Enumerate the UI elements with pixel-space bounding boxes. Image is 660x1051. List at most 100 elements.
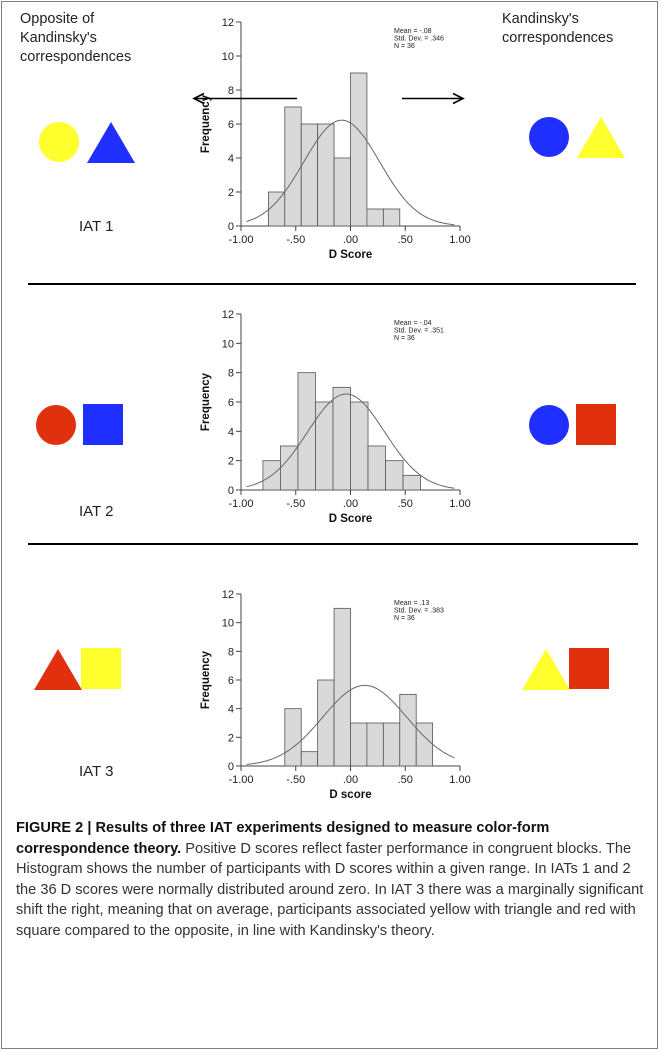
x-tick-label: -1.00 — [228, 498, 253, 510]
x-tick-label: .00 — [343, 498, 358, 510]
histogram-bar — [367, 445, 386, 491]
histogram-bar — [415, 722, 434, 767]
left-shapes-iat2 — [36, 404, 123, 445]
histogram-bar — [332, 386, 351, 491]
y-tick-label: 4 — [228, 426, 234, 438]
yellow-square — [81, 648, 121, 689]
histogram-iat3: 0 2 4 6 8 10 12 -1.00 -.50 .00 .50 1.00 D score Frequ… — [200, 589, 471, 801]
y-tick-label: 8 — [228, 646, 234, 658]
y-tick-label: 2 — [228, 732, 234, 744]
divider-2 — [28, 543, 638, 545]
right-shapes-iat2 — [529, 404, 616, 445]
y-tick-label: 12 — [222, 309, 234, 321]
y-tick-label: 4 — [228, 704, 234, 716]
x-tick-label: -.50 — [286, 234, 305, 246]
left-shapes-iat1 — [39, 122, 135, 163]
left-heading-line: correspondences — [20, 49, 132, 65]
histogram-bar — [315, 401, 334, 491]
right-shapes-iat1 — [529, 117, 625, 158]
blue-circle — [529, 405, 569, 445]
left-heading-line: Opposite of — [20, 11, 95, 27]
stats-label: Mean = .13 — [394, 600, 429, 607]
iat-1-label: IAT 1 — [79, 218, 114, 235]
yellow-triangle — [522, 649, 570, 690]
histogram-bar — [317, 123, 335, 227]
histogram-bar — [267, 191, 286, 227]
red-square — [576, 404, 616, 445]
right-heading-line: Kandinsky's — [502, 11, 579, 27]
y-tick-label: 12 — [222, 589, 234, 601]
x-tick-label: 1.00 — [449, 774, 470, 786]
yellow-triangle — [577, 117, 625, 158]
y-tick-label: 6 — [228, 675, 234, 687]
left-heading-line: Kandinsky's — [20, 30, 97, 46]
blue-square — [83, 404, 123, 445]
histogram-iat1: 0 2 4 6 8 10 12 -1.00 -.50 .00 .50 1.00 D Score Frequ… — [192, 17, 471, 261]
histogram-bar — [300, 751, 319, 767]
x-tick-label: .50 — [398, 498, 413, 510]
left-heading: Opposite of Kandinsky's correspondences — [20, 10, 131, 67]
histogram-bar — [284, 106, 302, 227]
caption-title: FIGURE 2 | Results of three IAT experime… — [16, 820, 550, 857]
y-axis-label: Frequency — [200, 650, 212, 709]
y-tick-label: 10 — [222, 618, 234, 630]
x-tick-label: .00 — [343, 774, 358, 786]
histogram-iat2: 0 2 4 6 8 10 12 -1.00 -.50 .00 .50 1.00 D Score Frequ… — [200, 309, 471, 525]
histogram-bar — [300, 123, 319, 227]
y-tick-label: 10 — [222, 338, 234, 350]
right-arrow-head — [452, 92, 465, 105]
right-heading-line: correspondences — [502, 30, 614, 46]
normal-curve — [246, 393, 455, 489]
stats-label: Mean = -.04 — [394, 320, 432, 327]
x-tick-label: .00 — [343, 234, 358, 246]
histogram-bar — [366, 208, 384, 227]
normal-curve — [246, 684, 455, 765]
y-tick-label: 8 — [228, 368, 234, 380]
normal-curve — [246, 119, 455, 226]
stats-label: Std. Dev. = .346 — [394, 36, 444, 43]
y-tick-label: 2 — [228, 456, 234, 468]
y-tick-label: 4 — [228, 153, 234, 165]
x-tick-label: -.50 — [286, 498, 305, 510]
figure-caption: FIGURE 2 | Results of three IAT experime… — [16, 818, 644, 942]
left-shapes-iat3 — [34, 648, 121, 690]
x-axis-label: D Score — [329, 513, 372, 525]
stats-label: Std. Dev. = .383 — [394, 608, 444, 615]
y-tick-label: 0 — [228, 485, 234, 497]
y-tick-label: 2 — [228, 187, 234, 199]
stats-label: N = 36 — [394, 615, 415, 622]
histogram-bar — [297, 372, 316, 491]
y-tick-label: 12 — [222, 17, 234, 29]
right-shapes-iat3 — [522, 648, 609, 690]
red-square — [569, 648, 609, 689]
x-axis-label: D score — [329, 789, 371, 801]
direction-arrows — [192, 92, 465, 105]
histogram-bar — [350, 72, 368, 227]
x-tick-label: 1.00 — [449, 234, 470, 246]
blue-triangle — [87, 122, 135, 163]
stats-label: Std. Dev. = .351 — [394, 328, 444, 335]
histogram-bar — [333, 157, 351, 227]
y-axis-label: Frequency — [200, 94, 212, 153]
yellow-circle — [39, 122, 79, 162]
histogram-bar — [382, 208, 401, 227]
histogram-bar — [350, 722, 368, 767]
stats-label: N = 36 — [394, 43, 415, 50]
caption-text: Positive D scores reflect faster perform… — [16, 840, 644, 939]
histogram-bar — [317, 679, 335, 767]
y-tick-label: 6 — [228, 119, 234, 131]
red-circle — [36, 405, 76, 445]
y-tick-label: 0 — [228, 761, 234, 773]
x-tick-label: .50 — [398, 774, 413, 786]
histogram-bar — [350, 401, 369, 491]
y-tick-label: 8 — [228, 85, 234, 97]
x-tick-label: -1.00 — [228, 774, 253, 786]
divider-1 — [28, 283, 636, 285]
left-arrow-head — [192, 92, 205, 105]
histogram-bar — [284, 708, 302, 767]
y-axis-label: Frequency — [200, 372, 212, 431]
red-triangle — [34, 649, 82, 690]
y-tick-label: 10 — [222, 51, 234, 63]
histogram-bar — [399, 693, 417, 767]
